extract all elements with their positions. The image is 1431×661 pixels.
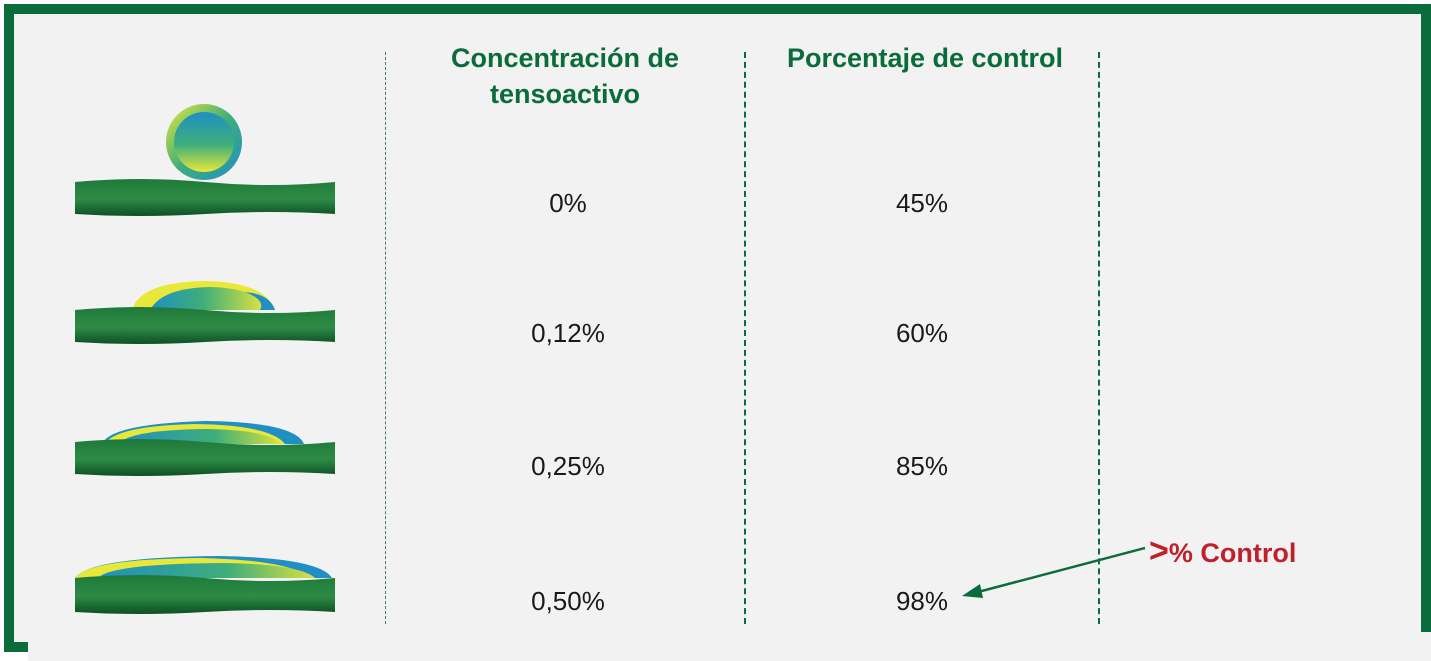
- control-row-4: 98%: [895, 586, 949, 616]
- leaf-surface-icon: [75, 439, 335, 476]
- column-divider-1: [385, 52, 386, 624]
- leaf-surface-icon: [75, 575, 335, 614]
- concentration-row-2: 0,12%: [531, 318, 605, 348]
- max-control-annotation: >% Control: [1149, 532, 1296, 571]
- column-divider-3: [1098, 52, 1100, 624]
- header-concentration-line1: Concentración de: [450, 43, 680, 73]
- greater-than-symbol: >: [1149, 532, 1169, 570]
- flattened-droplet-icon: [75, 281, 335, 344]
- concentration-row-3: 0,25%: [531, 451, 605, 481]
- concentration-row-1: 0%: [549, 188, 587, 218]
- annotation-text: % Control: [1168, 538, 1297, 568]
- spherical-droplet-icon: [75, 104, 335, 216]
- page-margin: [28, 632, 1431, 661]
- header-concentration-line2: tensoactivo: [489, 79, 641, 109]
- header-control: Porcentaje de control: [786, 43, 1064, 73]
- column-divider-2: [744, 52, 746, 624]
- spreading-droplet-icon: [75, 421, 335, 476]
- fully-spread-droplet-icon: [75, 556, 335, 614]
- control-row-2: 60%: [895, 318, 949, 348]
- control-row-3: 85%: [895, 451, 949, 481]
- header-concentration: Concentración de tensoactivo: [420, 40, 710, 112]
- control-row-1: 45%: [895, 188, 949, 218]
- leaf-surface-icon: [75, 179, 335, 216]
- leaf-surface-icon: [75, 307, 335, 344]
- concentration-row-4: 0,50%: [531, 586, 605, 616]
